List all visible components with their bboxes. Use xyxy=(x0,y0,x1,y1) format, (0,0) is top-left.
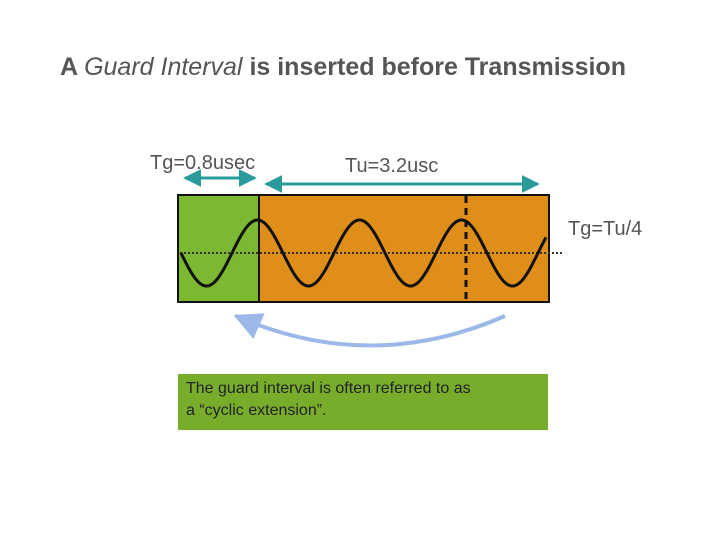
slide-title: A Guard Interval is inserted before Tran… xyxy=(60,50,680,84)
cyclic-copy-arrow xyxy=(233,313,506,348)
tg-label: Tg=0.8usec xyxy=(150,152,256,174)
title-part1: A xyxy=(60,53,85,81)
title-italic: Guard Interval xyxy=(84,53,243,81)
tu-label: Tu=3.2usc xyxy=(345,155,439,177)
callout-line-2: a “cyclic extension”. xyxy=(186,402,327,419)
useful-symbol-block xyxy=(258,194,550,303)
sine-waveform xyxy=(179,218,548,288)
callout-box: The guard interval is often referred to … xyxy=(178,374,548,430)
guard-interval-block xyxy=(177,194,260,303)
ratio-label: Tg=Tu/4 xyxy=(568,218,643,240)
title-part3: is inserted before Transmission xyxy=(242,53,626,81)
callout-line-1: The guard interval is often referred to … xyxy=(186,380,471,397)
